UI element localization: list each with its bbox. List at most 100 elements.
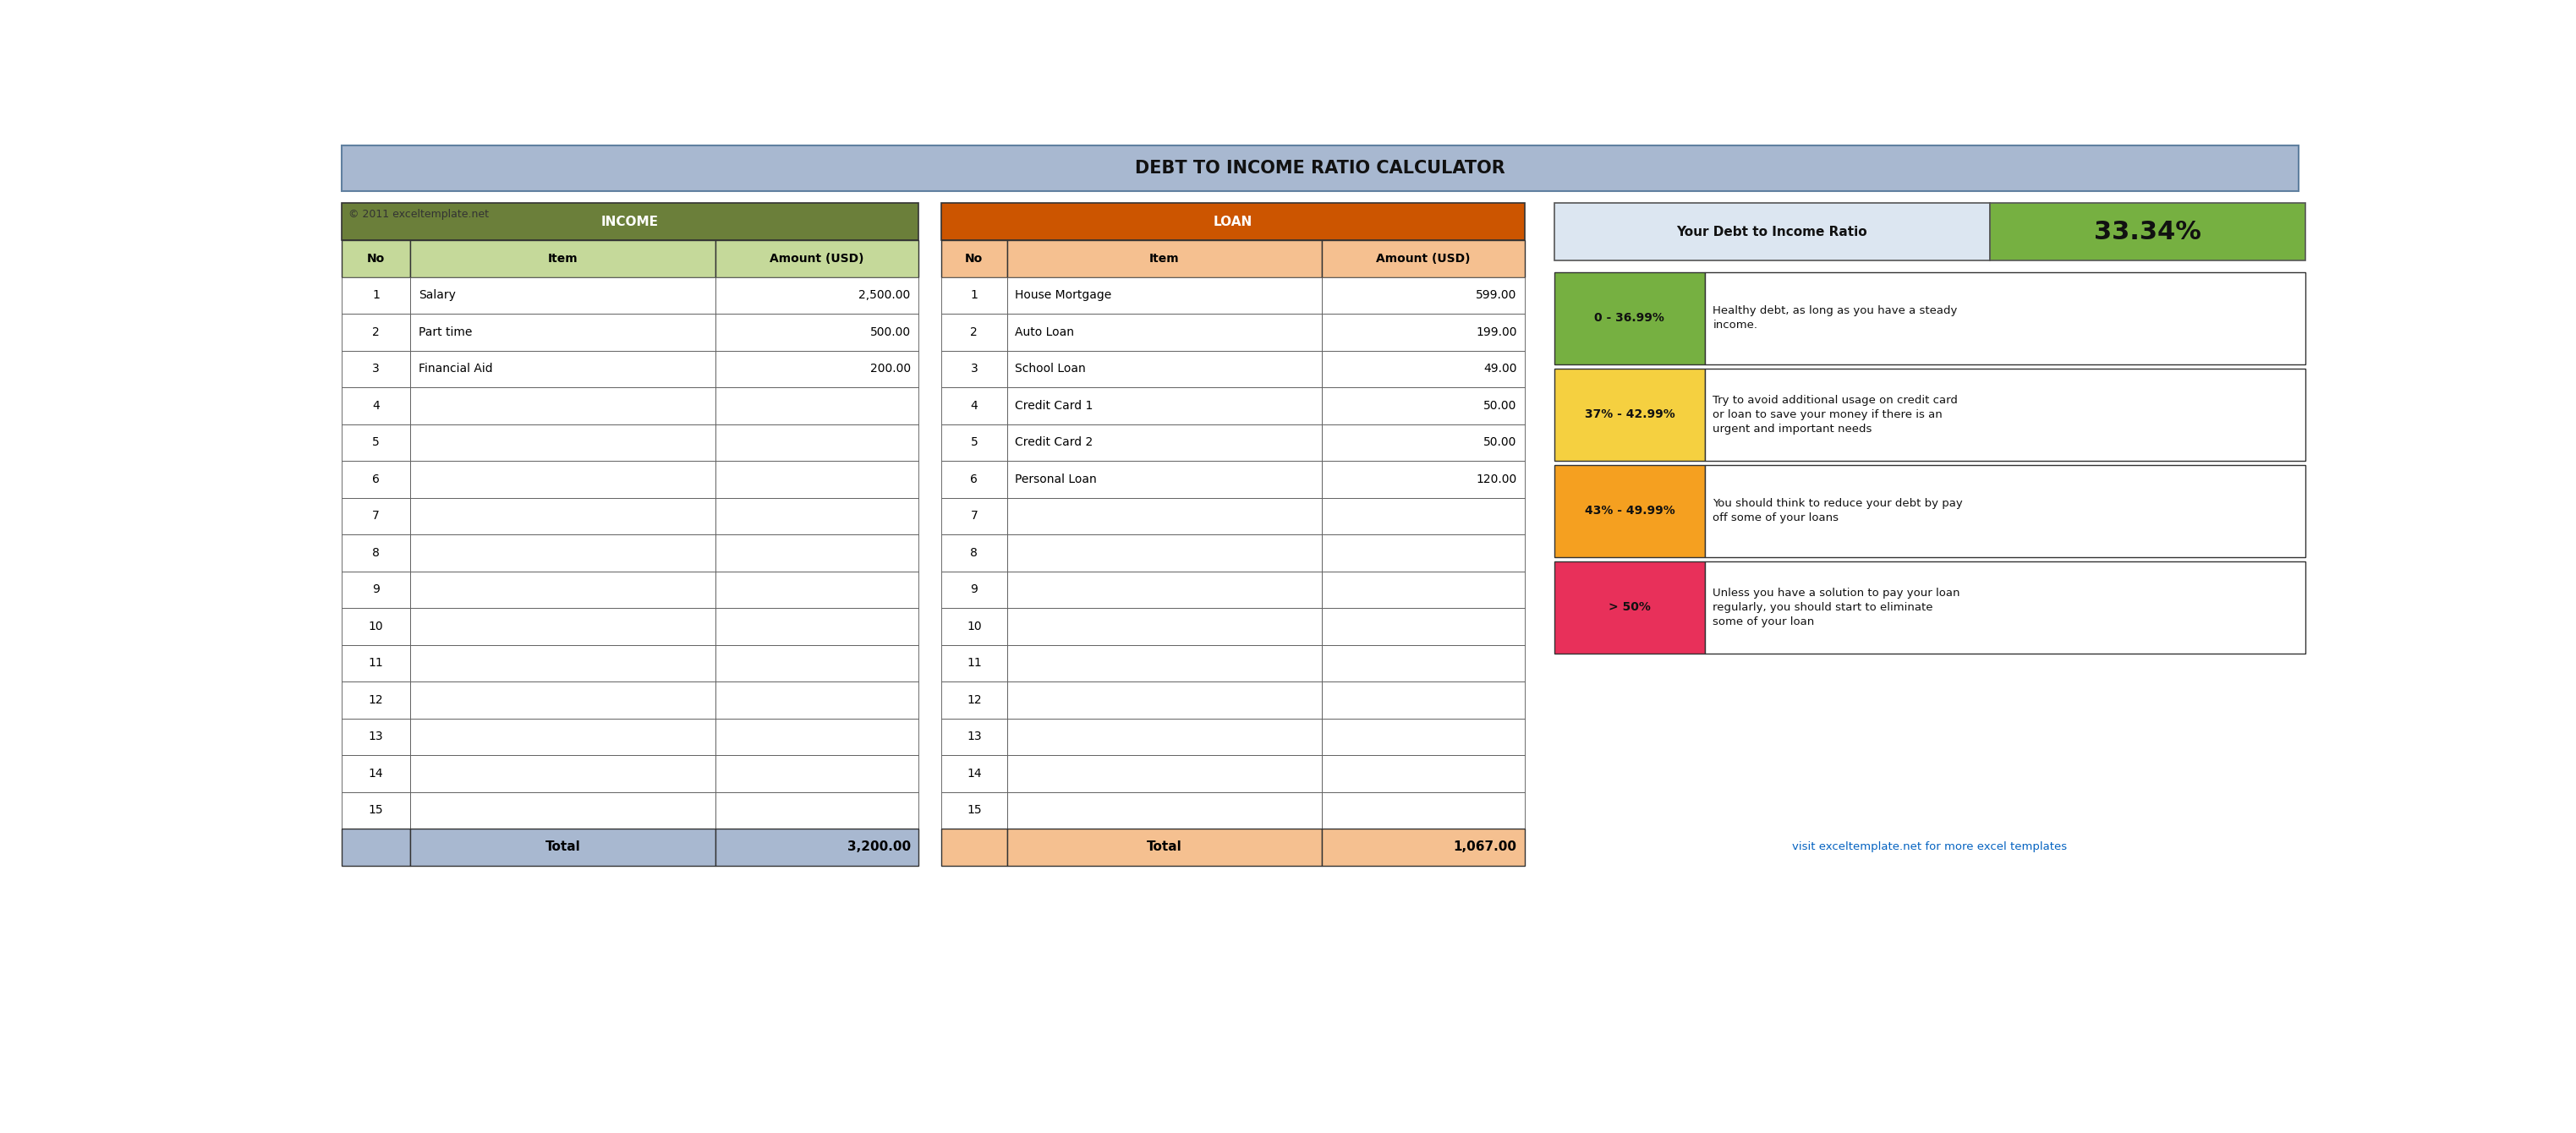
Bar [343, 755, 410, 792]
Bar [410, 718, 716, 755]
Bar [410, 387, 716, 424]
Bar [1321, 240, 1525, 276]
Bar [1007, 608, 1321, 645]
Bar [1007, 718, 1321, 755]
Text: 5: 5 [971, 436, 979, 449]
Bar [343, 461, 410, 497]
Bar [1007, 387, 1321, 424]
Bar [1007, 571, 1321, 608]
Bar [343, 682, 410, 718]
Text: 4: 4 [374, 400, 379, 411]
Bar [410, 497, 716, 535]
Bar [940, 424, 1007, 461]
Bar [940, 497, 1007, 535]
Text: 14: 14 [966, 767, 981, 780]
Text: 1: 1 [374, 289, 379, 301]
Text: 9: 9 [374, 583, 379, 596]
Text: 3: 3 [374, 363, 379, 375]
Bar [1007, 240, 1321, 276]
Bar [1321, 792, 1525, 828]
Bar [940, 792, 1007, 828]
Bar [1705, 561, 2306, 654]
Bar [410, 792, 716, 828]
Bar [1007, 682, 1321, 718]
Bar [410, 314, 716, 350]
Bar [410, 461, 716, 497]
Bar [716, 755, 920, 792]
Text: 599.00: 599.00 [1476, 289, 1517, 301]
Text: 4: 4 [971, 400, 979, 411]
Bar [716, 571, 920, 608]
Text: 11: 11 [966, 657, 981, 670]
Bar [343, 608, 410, 645]
Bar [1705, 368, 2306, 461]
Bar [940, 240, 1007, 276]
Text: 33.34%: 33.34% [2094, 220, 2202, 244]
Bar [940, 203, 1525, 240]
Bar [940, 276, 1007, 314]
Bar [410, 424, 716, 461]
Bar [410, 571, 716, 608]
Bar [940, 718, 1007, 755]
Bar [343, 424, 410, 461]
Text: 50.00: 50.00 [1484, 436, 1517, 449]
Text: 0 - 36.99%: 0 - 36.99% [1595, 313, 1664, 324]
Text: 15: 15 [368, 804, 384, 816]
Text: 13: 13 [368, 731, 384, 742]
Text: You should think to reduce your debt by pay
off some of your loans: You should think to reduce your debt by … [1713, 499, 1963, 523]
Bar [1553, 368, 1705, 461]
Text: Part time: Part time [417, 326, 471, 338]
Text: 7: 7 [374, 510, 379, 522]
Text: House Mortgage: House Mortgage [1015, 289, 1110, 301]
Bar [410, 350, 716, 387]
Bar [343, 314, 410, 350]
Bar [1321, 461, 1525, 497]
Bar [343, 828, 410, 866]
Bar [716, 424, 920, 461]
Text: Item: Item [1149, 253, 1180, 264]
Text: School Loan: School Loan [1015, 363, 1084, 375]
Text: 3: 3 [971, 363, 979, 375]
Bar [1007, 276, 1321, 314]
Text: © 2011 exceltemplate.net: © 2011 exceltemplate.net [348, 208, 489, 220]
Bar [940, 645, 1007, 682]
Bar [1321, 828, 1525, 866]
Text: 3,200.00: 3,200.00 [848, 841, 909, 853]
Text: 6: 6 [971, 474, 979, 485]
Bar [1553, 465, 1705, 557]
Bar [716, 314, 920, 350]
Text: 49.00: 49.00 [1484, 363, 1517, 375]
Bar [1321, 276, 1525, 314]
Bar [716, 792, 920, 828]
Text: 2: 2 [971, 326, 979, 338]
Bar [1007, 755, 1321, 792]
Text: INCOME: INCOME [600, 215, 659, 228]
Bar [940, 755, 1007, 792]
Text: 500.00: 500.00 [871, 326, 909, 338]
Bar [410, 682, 716, 718]
Text: 6: 6 [374, 474, 379, 485]
Bar [1007, 645, 1321, 682]
Bar [410, 755, 716, 792]
Bar [1553, 561, 1705, 654]
Text: Amount (USD): Amount (USD) [770, 253, 863, 264]
Text: Salary: Salary [417, 289, 456, 301]
Bar [940, 314, 1007, 350]
Bar [343, 718, 410, 755]
Bar [1007, 350, 1321, 387]
Text: Amount (USD): Amount (USD) [1376, 253, 1471, 264]
Text: visit exceltemplate.net for more excel templates: visit exceltemplate.net for more excel t… [1793, 842, 2066, 852]
Bar [1321, 497, 1525, 535]
Text: LOAN: LOAN [1213, 215, 1252, 228]
Text: 199.00: 199.00 [1476, 326, 1517, 338]
Bar [716, 276, 920, 314]
Bar [343, 276, 410, 314]
Text: No: No [966, 253, 984, 264]
Text: 14: 14 [368, 767, 384, 780]
Bar [716, 535, 920, 571]
Bar [410, 240, 716, 276]
Bar [343, 535, 410, 571]
Text: 10: 10 [966, 621, 981, 632]
Text: Credit Card 2: Credit Card 2 [1015, 436, 1092, 449]
Bar [1007, 314, 1321, 350]
